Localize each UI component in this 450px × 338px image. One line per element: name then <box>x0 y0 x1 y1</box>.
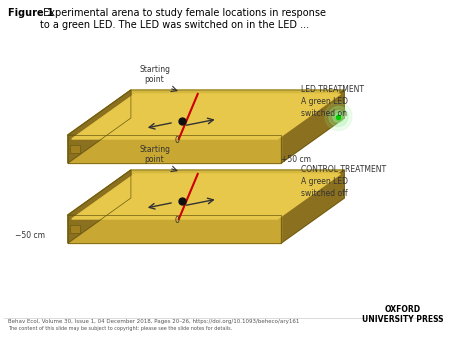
Bar <box>70 145 80 153</box>
Text: The content of this slide may be subject to copyright: please see the slide note: The content of this slide may be subject… <box>8 326 232 331</box>
Text: OXFORD
UNIVERSITY PRESS: OXFORD UNIVERSITY PRESS <box>362 305 443 324</box>
Polygon shape <box>68 215 281 243</box>
Circle shape <box>333 111 344 122</box>
Polygon shape <box>281 170 344 243</box>
Text: −50 cm: −50 cm <box>14 231 45 240</box>
Text: Figure 1: Figure 1 <box>8 8 54 18</box>
Polygon shape <box>68 90 131 163</box>
Text: Starting
point: Starting point <box>139 145 170 164</box>
Circle shape <box>325 102 352 130</box>
Polygon shape <box>68 90 344 135</box>
Text: Starting
point: Starting point <box>139 65 170 84</box>
Text: +50 cm: +50 cm <box>281 154 311 164</box>
Polygon shape <box>68 135 281 163</box>
Text: 0: 0 <box>175 216 179 225</box>
Bar <box>70 225 80 233</box>
Polygon shape <box>68 170 344 215</box>
Polygon shape <box>68 170 131 243</box>
Text: LED TREATMENT
A green LED
switched on: LED TREATMENT A green LED switched on <box>301 85 364 118</box>
Text: 0: 0 <box>175 136 179 145</box>
Circle shape <box>329 106 348 126</box>
Text: CONTROL TREATMENT
A green LED
switched off: CONTROL TREATMENT A green LED switched o… <box>301 165 386 198</box>
Polygon shape <box>72 174 340 219</box>
Text: Experimental arena to study female locations in response
to a green LED. The LED: Experimental arena to study female locat… <box>40 8 326 30</box>
Polygon shape <box>281 90 344 163</box>
Polygon shape <box>72 94 340 139</box>
Text: Behav Ecol, Volume 30, Issue 1, 04 December 2018, Pages 20–26, https://doi.org/1: Behav Ecol, Volume 30, Issue 1, 04 Decem… <box>8 319 299 324</box>
Circle shape <box>336 114 342 120</box>
